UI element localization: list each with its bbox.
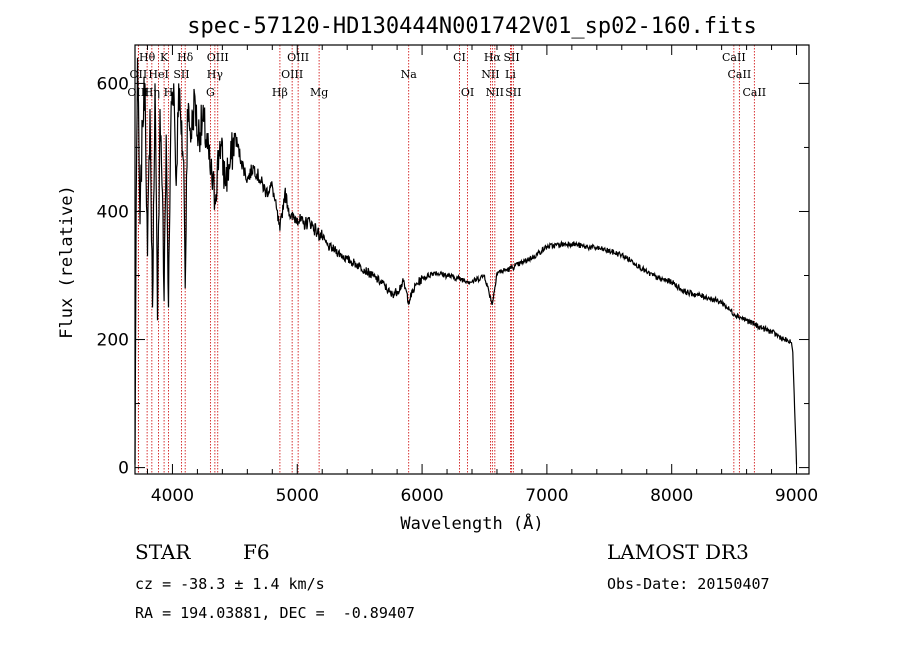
line-label-4: OIII: [287, 51, 309, 64]
line-label-16: Li: [505, 68, 516, 81]
line-label-15: NII: [481, 68, 499, 81]
line-label-14: Na: [401, 68, 418, 81]
line-label-12: Hγ: [207, 68, 224, 81]
redshift-cz: cz = -38.3 ± 1.4 km/s: [135, 575, 325, 593]
line-label-0: Hθ: [139, 51, 156, 64]
x-tick-label-4000: 4000: [151, 486, 194, 506]
line-label-24: OI: [461, 86, 474, 99]
x-axis-label: Wavelength (Å): [400, 512, 543, 534]
line-label-13: OIII: [281, 68, 303, 81]
line-label-8: CaII: [722, 51, 746, 64]
line-label-6: Hα: [484, 51, 502, 64]
observation-date: Obs-Date: 20150407: [607, 575, 770, 593]
plot-frame: [134, 44, 810, 475]
line-label-25: NII: [486, 86, 504, 99]
line-label-21: G: [206, 86, 215, 99]
line-label-2: Hδ: [177, 51, 194, 64]
chart-title: spec-57120-HD130444N001742V01_sp02-160.f…: [187, 14, 757, 39]
line-label-26: SII: [505, 86, 521, 99]
object-subclass: F6: [243, 540, 270, 564]
x-tick-label-9000: 9000: [775, 486, 818, 506]
line-label-11: SII: [173, 68, 189, 81]
x-tick-label-8000: 8000: [650, 486, 693, 506]
x-tick-label-7000: 7000: [525, 486, 568, 506]
line-label-22: Hβ: [272, 86, 288, 99]
line-label-1: K: [160, 51, 169, 64]
object-class: STAR: [135, 540, 191, 564]
line-label-19: Hη: [144, 86, 160, 99]
y-axis-label: Flux (relative): [57, 185, 77, 339]
line-label-20: H: [164, 86, 174, 99]
coordinates: RA = 194.03881, DEC = -0.89407: [135, 604, 415, 622]
line-label-3: OIII: [207, 51, 229, 64]
y-tick-label-600: 600: [97, 74, 129, 94]
spectrum-line: [134, 57, 798, 465]
line-label-23: Mg: [310, 86, 328, 99]
line-label-10: HeI: [148, 68, 168, 81]
survey-name: LAMOST DR3: [607, 540, 749, 564]
y-tick-label-200: 200: [97, 331, 129, 351]
line-label-5: CI: [453, 51, 466, 64]
x-tick-label-6000: 6000: [400, 486, 443, 506]
y-tick-label-0: 0: [118, 459, 129, 479]
line-label-9: OII: [130, 68, 148, 81]
line-label-7: SII: [503, 51, 519, 64]
x-tick-label-5000: 5000: [276, 486, 319, 506]
line-label-17: CaII: [728, 68, 752, 81]
line-label-27: CaII: [742, 86, 766, 99]
y-tick-label-400: 400: [97, 202, 129, 222]
